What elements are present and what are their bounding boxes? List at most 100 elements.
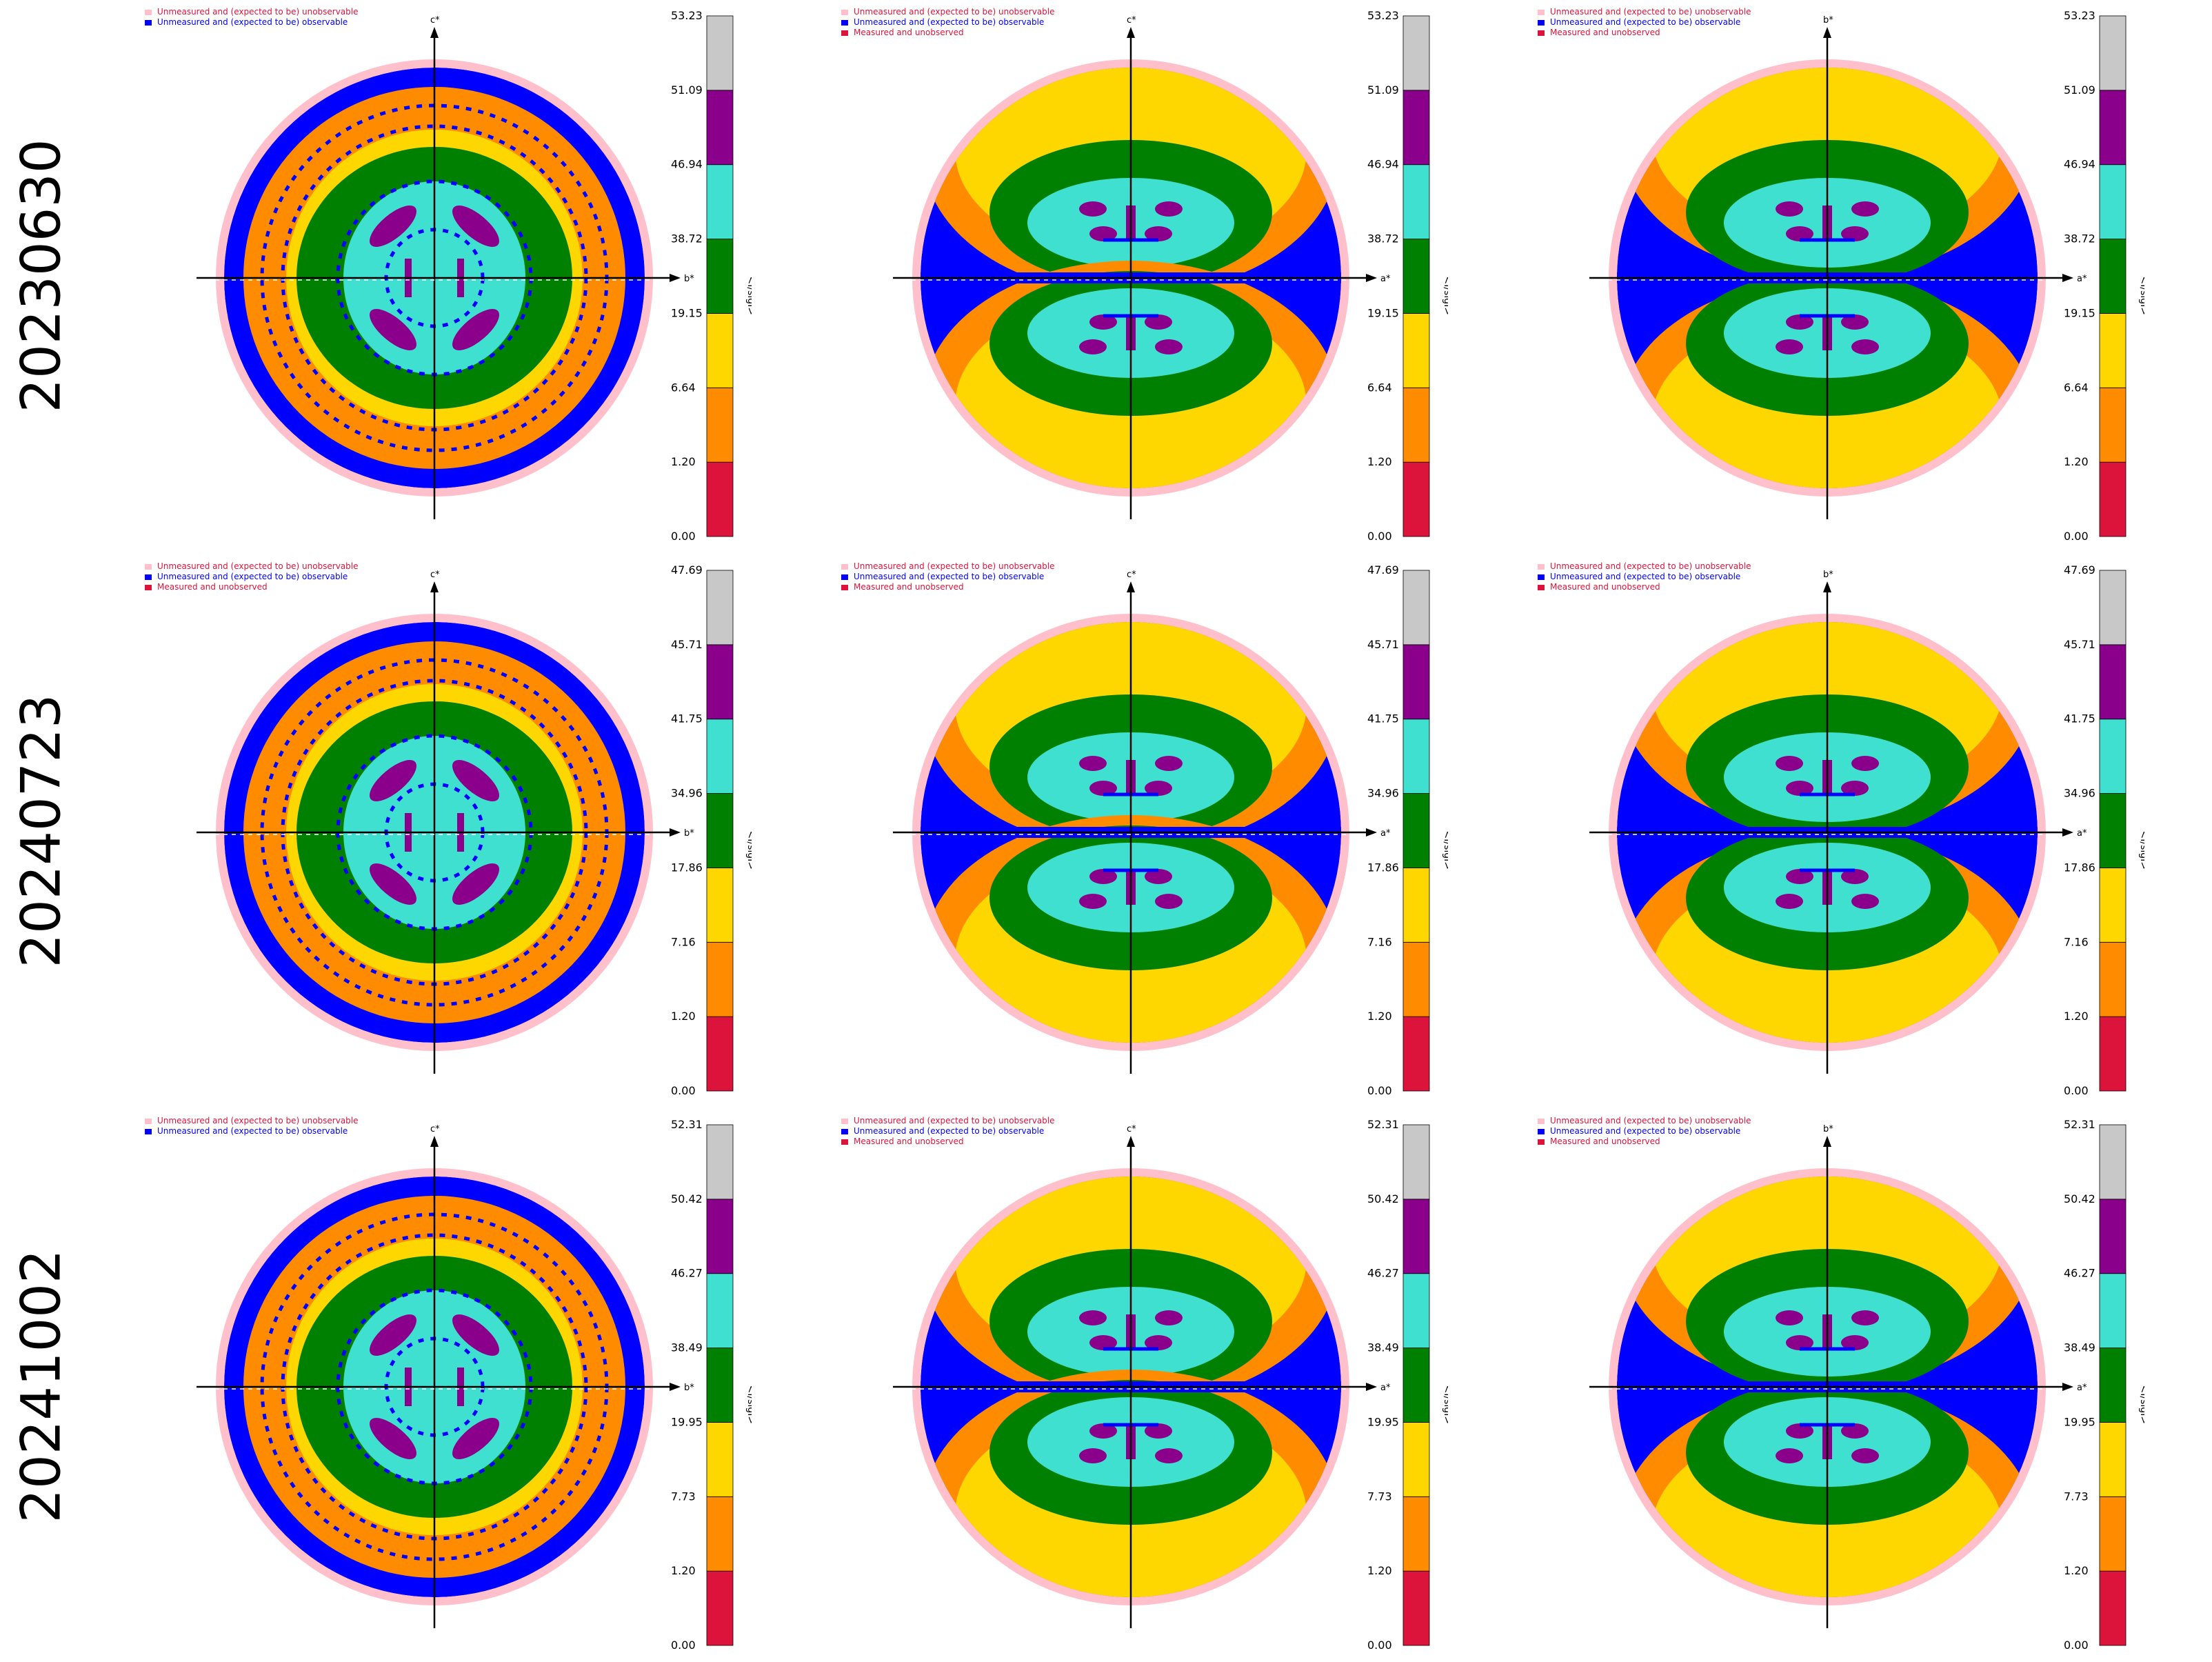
band-6-blob [1079,201,1107,217]
colorbar-tick-label: 53.23 [1367,9,1399,22]
legend: Unmeasured and (expected to be) unobserv… [145,7,359,28]
colorbar-segment [1402,719,1430,794]
legend-swatch [841,584,848,590]
colorbar-segment [2099,90,2126,166]
legend: Unmeasured and (expected to be) unobserv… [1538,7,1751,38]
legend: Unmeasured and (expected to be) unobserv… [841,561,1055,592]
colorbar-tick-label: 0.00 [2064,1639,2089,1652]
vertical-axis-arrow-icon [430,1136,439,1147]
colorbar-segment [706,90,734,166]
slice-plot: a* c* 0.00 1.20 7.73 19.95 38.49 46.27 50.42 52.3… [893,1118,1448,1652]
band-6-blob [1776,339,1803,354]
legend-label: Unmeasured and (expected to be) unobserv… [854,561,1055,571]
colorbar-tick-label: 47.69 [2064,563,2095,577]
legend-label: Measured and unobserved [1550,582,1660,592]
horizontal-axis-arrow-icon [670,274,681,282]
legend-swatch [145,563,152,570]
band-6-blob [1841,314,1869,330]
colorbar-tick-label: 51.09 [1367,83,1399,97]
colorbar-segment [2099,1348,2126,1423]
legend-label: Measured and unobserved [1550,28,1660,37]
band-6-blob [1786,1335,1813,1350]
colorbar-tick-label: 38.72 [1367,232,1399,246]
row-date-label: 20241002 [10,1249,73,1523]
colorbar-segment [706,1496,734,1572]
colorbar-tick-label: 52.31 [2064,1118,2095,1131]
band-6-blob [1786,1423,1813,1439]
legend: Unmeasured and (expected to be) unobserv… [841,7,1055,38]
colorbar-tick-label: 7.73 [671,1490,696,1503]
colorbar-segment [2099,1496,2126,1572]
legend-label: Unmeasured and (expected to be) unobserv… [1550,1116,1751,1125]
legend-swatch [841,30,848,36]
band-6-blob [1079,894,1107,909]
legend-swatch [1538,574,1545,580]
colorbar-title: <I/sigI> [745,1385,752,1425]
band-6-blob [1145,314,1172,330]
colorbar-segment [2099,239,2126,314]
slice-ac: a* c* 0.00 1.20 7.73 19.95 38.49 46.27 50.42 52.3… [827,1114,1448,1659]
slice-ab: a* b* 0.00 1.20 7.73 19.95 38.49 46.27 50.42 52.3… [1524,1114,2144,1659]
slice-plot: b* c* 0.00 1.20 7.73 19.95 38.49 46.27 50.42 52.3… [197,1118,752,1652]
band-6-blob [1841,1423,1869,1439]
legend-label: Measured and unobserved [1550,1137,1660,1146]
colorbar-title: <I/sigI> [2138,1385,2144,1425]
legend-swatch [1538,1118,1545,1124]
legend-swatch [145,1118,152,1124]
band-6-blob [1079,339,1107,354]
colorbar-segment [2099,1016,2126,1092]
colorbar-tick-label: 19.15 [2064,306,2095,319]
vertical-axis-label: c* [1127,570,1136,580]
legend-swatch [841,563,848,570]
legend: Unmeasured and (expected to be) unobserv… [1538,561,1751,592]
vertical-axis-label: c* [1127,15,1136,26]
colorbar-title: <I/sigI> [2138,277,2144,316]
horizontal-axis-arrow-icon [2062,828,2073,837]
colorbar-tick-label: 7.73 [2064,1490,2089,1503]
colorbar-tick-label: 38.72 [671,232,703,246]
colorbar-tick-label: 1.20 [671,1010,696,1023]
colorbar-segment [706,1273,734,1348]
horizontal-axis-label: b* [684,828,694,839]
horizontal-axis-label: b* [684,274,694,284]
colorbar-segment [1402,793,1430,868]
vertical-axis-label: b* [1823,15,1833,26]
band-6-blob [1841,226,1869,241]
colorbar-tick-label: 50.42 [671,1192,703,1205]
legend-label: Unmeasured and (expected to be) unobserv… [157,1116,359,1125]
band-6-blob [1145,869,1172,884]
band-6-blob [1145,226,1172,241]
colorbar-tick-label: 1.20 [2064,455,2089,468]
horizontal-axis-label: a* [1380,1383,1391,1393]
band-6-blob [1089,314,1117,330]
slice-bc: b* c* 0.00 1.20 7.16 17.86 34.96 41.75 45.71 47.6… [131,560,752,1105]
colorbar-tick-label: 19.95 [2064,1415,2095,1428]
colorbar-tick-label: 41.75 [671,712,703,725]
vertical-axis-label: c* [430,15,440,26]
colorbar-tick-label: 17.86 [1367,861,1399,874]
legend-label: Unmeasured and (expected to be) observab… [157,17,348,27]
colorbar-tick-label: 6.64 [671,381,696,394]
legend-item: Unmeasured and (expected to be) observab… [145,572,359,582]
colorbar-tick-label: 41.75 [1367,712,1399,725]
legend-swatch [841,1118,848,1124]
legend-swatch [145,574,152,580]
horizontal-axis-label: a* [2077,274,2087,284]
legend-item: Unmeasured and (expected to be) observab… [1538,572,1751,582]
vertical-axis-arrow-icon [1127,27,1135,38]
colorbar-segment [2099,793,2126,868]
colorbar-tick-label: 46.27 [1367,1267,1399,1280]
horizontal-axis-label: a* [2077,1383,2087,1393]
colorbar-segment [706,570,734,645]
legend-item: Unmeasured and (expected to be) unobserv… [841,561,1055,572]
colorbar-segment [1402,570,1430,645]
colorbar-segment [706,793,734,868]
horizontal-axis-arrow-icon [2062,1383,2073,1391]
horizontal-axis-arrow-icon [1366,274,1377,282]
vertical-axis-label: c* [430,570,440,580]
colorbar-title: <I/sigI> [745,831,752,870]
band-6-blob [452,1314,499,1356]
band-6-blob [1089,1335,1117,1350]
colorbar-segment [1402,1348,1430,1423]
slice-ab: a* b* 0.00 1.20 6.64 19.15 38.72 46.94 51.09 53.2… [1524,6,2144,550]
